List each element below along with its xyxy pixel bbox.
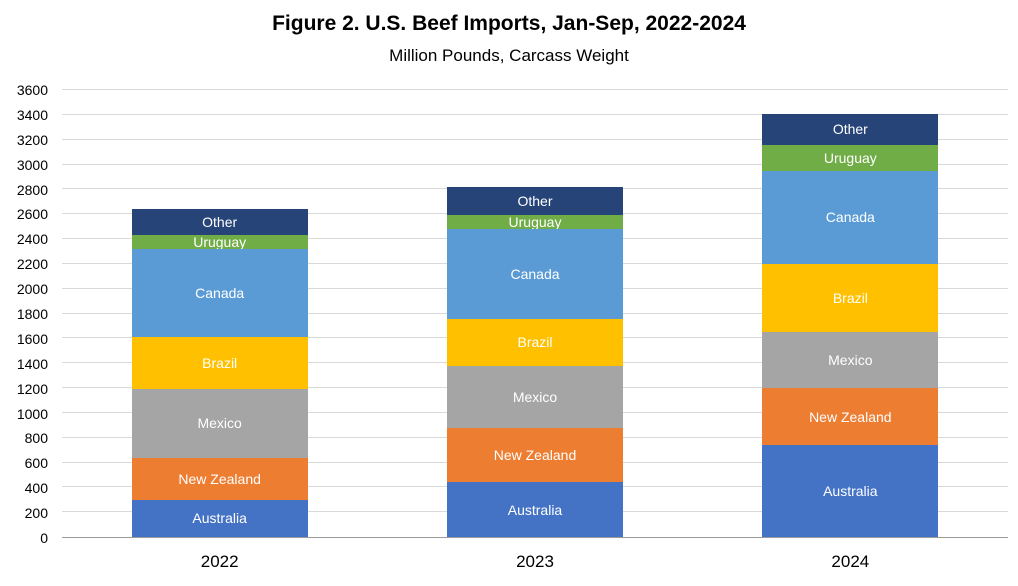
stacked-bar-2024: Australia New Zealand Mexico Brazil Canada Ur…	[762, 113, 939, 537]
plot-area: Australia New Zealand Mexico Brazil Canada Ur…	[62, 89, 1008, 538]
segment-mexico: Mexico	[762, 332, 939, 389]
x-category-label: 2023	[516, 552, 554, 571]
y-tick-label: 0	[40, 530, 48, 546]
chart-subtitle: Million Pounds, Carcass Weight	[389, 46, 629, 65]
segment-label: Australia	[823, 483, 878, 500]
segment-label: Uruguay	[193, 235, 247, 249]
segment-australia: Australia	[131, 499, 308, 537]
y-tick-label: 600	[24, 455, 48, 472]
segment-australia: Australia	[762, 445, 939, 537]
y-tick-label: 400	[24, 480, 48, 497]
x-category-label: 2024	[831, 552, 870, 571]
y-tick-label: 1600	[16, 330, 48, 347]
segment-label: Mexico	[512, 388, 558, 405]
segment-label: Australia	[507, 501, 563, 518]
segment-label: Brazil	[517, 334, 553, 351]
stacked-bar-2022: Australia New Zealand Mexico Brazil Canada Ur…	[131, 209, 308, 537]
segment-brazil: Brazil	[131, 337, 308, 390]
segment-new-zealand: New Zealand	[762, 388, 939, 446]
chart-title: Figure 2. U.S. Beef Imports, Jan-Sep, 20…	[272, 12, 746, 35]
y-tick-label: 200	[24, 505, 48, 522]
segment-label: Other	[832, 121, 868, 138]
y-tick-label: 3600	[16, 82, 48, 98]
y-tick-label: 3200	[16, 131, 48, 148]
segment-other: Other	[131, 209, 308, 236]
segment-label: Brazil	[202, 355, 238, 372]
gridline	[62, 113, 1008, 115]
segment-label: Other	[517, 193, 553, 210]
segment-other: Other	[762, 113, 939, 145]
segment-label: Canada	[825, 209, 875, 226]
gridline	[62, 138, 1008, 140]
y-tick-label: 800	[24, 430, 48, 447]
segment-mexico: Mexico	[131, 389, 308, 458]
segment-canada: Canada	[447, 229, 623, 319]
x-axis: 2022 2023 2024	[62, 552, 1008, 578]
y-tick-label: 1400	[16, 355, 48, 372]
segment-brazil: Brazil	[762, 263, 939, 333]
y-tick-label: 2800	[16, 181, 48, 198]
gridline	[62, 163, 1008, 165]
segment-label: Other	[202, 214, 238, 231]
y-tick-label: 2000	[16, 281, 48, 298]
segment-mexico: Mexico	[447, 365, 623, 428]
segment-label: New Zealand	[809, 408, 892, 425]
y-tick-label: 1200	[16, 380, 48, 397]
y-axis: 0 200 400 600 800 1000 1200 1400 1600 1800 2000 220…	[0, 82, 54, 546]
segment-label: Mexico	[828, 352, 873, 369]
x-category-label: 2022	[200, 552, 239, 571]
y-tick-label: 3400	[16, 106, 48, 123]
segment-other: Other	[447, 186, 623, 216]
gridline	[62, 89, 1008, 90]
segment-label: Brazil	[832, 290, 868, 307]
segment-label: Mexico	[197, 415, 242, 432]
segment-brazil: Brazil	[447, 318, 623, 366]
y-tick-label: 1800	[16, 306, 48, 322]
segment-label: Australia	[192, 510, 247, 527]
segment-canada: Canada	[762, 170, 939, 264]
y-tick-label: 3000	[16, 156, 48, 173]
segment-label: Uruguay	[508, 215, 562, 230]
segment-label: Canada	[195, 285, 245, 302]
segment-uruguay: Uruguay	[131, 235, 308, 249]
segment-canada: Canada	[131, 248, 308, 338]
segment-label: New Zealand	[493, 447, 577, 464]
segment-label: New Zealand	[178, 470, 261, 487]
y-tick-label: 2200	[16, 256, 48, 273]
segment-new-zealand: New Zealand	[447, 427, 623, 483]
segment-australia: Australia	[447, 482, 623, 537]
segment-uruguay: Uruguay	[762, 144, 939, 171]
y-tick-label: 2600	[16, 206, 48, 223]
segment-uruguay: Uruguay	[447, 215, 623, 230]
y-tick-label: 1000	[16, 405, 48, 422]
segment-label: Uruguay	[823, 149, 877, 166]
segment-new-zealand: New Zealand	[131, 457, 308, 500]
stacked-bar-2023: Australia New Zealand Mexico Brazil Canada Ur…	[447, 186, 623, 537]
segment-label: Canada	[510, 265, 560, 282]
y-tick-label: 2400	[16, 231, 48, 248]
